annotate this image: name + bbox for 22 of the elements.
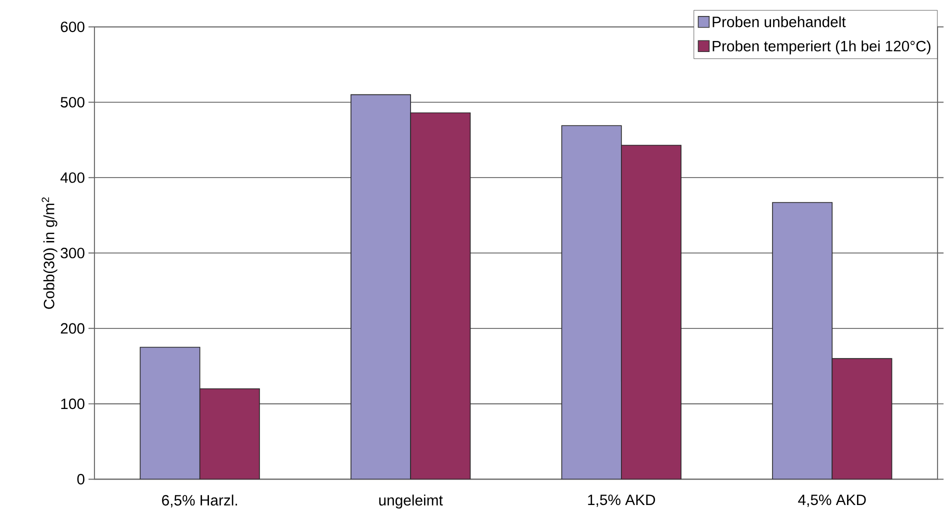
bar bbox=[832, 358, 892, 480]
y-tick-label: 0 bbox=[77, 474, 84, 484]
bar bbox=[772, 202, 833, 480]
y-tick-label: 600 bbox=[60, 22, 84, 32]
bar bbox=[140, 346, 200, 480]
x-tick-label: ungeleimt bbox=[379, 494, 443, 509]
y-tick-label: 300 bbox=[60, 248, 84, 258]
bar bbox=[350, 94, 412, 480]
bar bbox=[410, 112, 471, 480]
y-tick-label: 200 bbox=[60, 323, 84, 334]
x-tick-label: 4,5% AKD bbox=[798, 494, 866, 507]
x-tick-label: 6,5% Harzl. bbox=[162, 494, 237, 508]
bar bbox=[620, 144, 682, 480]
legend-label: Proben unbehandelt bbox=[712, 16, 846, 28]
legend-label: Proben temperiert (1h bei 120°C) bbox=[712, 40, 930, 54]
y-tick-label: 500 bbox=[60, 96, 84, 108]
y-tick-label: 400 bbox=[60, 172, 84, 183]
y-axis-title: Cobb(30) in g/m$^{2}$ bbox=[42, 197, 58, 309]
y-tick-label: 100 bbox=[61, 398, 84, 410]
x-tick-label: 1,5% AKD bbox=[588, 494, 656, 507]
bar bbox=[199, 388, 260, 480]
bar bbox=[561, 125, 622, 480]
